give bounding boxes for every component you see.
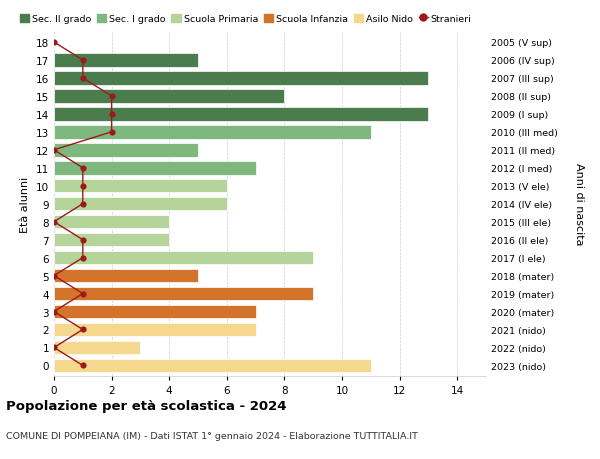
Y-axis label: Anni di nascita: Anni di nascita	[574, 163, 584, 246]
Bar	[54, 126, 371, 139]
Bar	[54, 287, 313, 301]
Bar	[54, 341, 140, 354]
Point	[78, 165, 88, 172]
Point	[49, 39, 59, 46]
Bar	[54, 144, 198, 157]
Point	[78, 362, 88, 369]
Bar	[54, 179, 227, 193]
Point	[49, 344, 59, 352]
Text: COMUNE DI POMPEIANA (IM) - Dati ISTAT 1° gennaio 2024 - Elaborazione TUTTITALIA.: COMUNE DI POMPEIANA (IM) - Dati ISTAT 1°…	[6, 431, 418, 441]
Point	[49, 272, 59, 280]
Bar	[54, 90, 284, 103]
Bar	[54, 108, 428, 121]
Bar	[54, 305, 256, 319]
Point	[78, 254, 88, 262]
Bar	[54, 359, 371, 372]
Bar	[54, 72, 428, 85]
Bar	[54, 215, 169, 229]
Point	[78, 326, 88, 333]
Point	[107, 93, 116, 101]
Bar	[54, 233, 169, 247]
Point	[78, 290, 88, 297]
Point	[78, 75, 88, 83]
Point	[78, 236, 88, 244]
Bar	[54, 323, 256, 336]
Point	[107, 129, 116, 136]
Point	[107, 111, 116, 118]
Y-axis label: Età alunni: Età alunni	[20, 176, 31, 232]
Bar	[54, 54, 198, 67]
Legend: Sec. II grado, Sec. I grado, Scuola Primaria, Scuola Infanzia, Asilo Nido, Stran: Sec. II grado, Sec. I grado, Scuola Prim…	[20, 15, 472, 24]
Point	[78, 201, 88, 208]
Point	[49, 308, 59, 315]
Bar	[54, 269, 198, 283]
Point	[49, 147, 59, 154]
Point	[78, 183, 88, 190]
Bar	[54, 162, 256, 175]
Point	[78, 57, 88, 65]
Bar	[54, 197, 227, 211]
Text: Popolazione per età scolastica - 2024: Popolazione per età scolastica - 2024	[6, 399, 287, 412]
Point	[49, 218, 59, 226]
Bar	[54, 252, 313, 265]
